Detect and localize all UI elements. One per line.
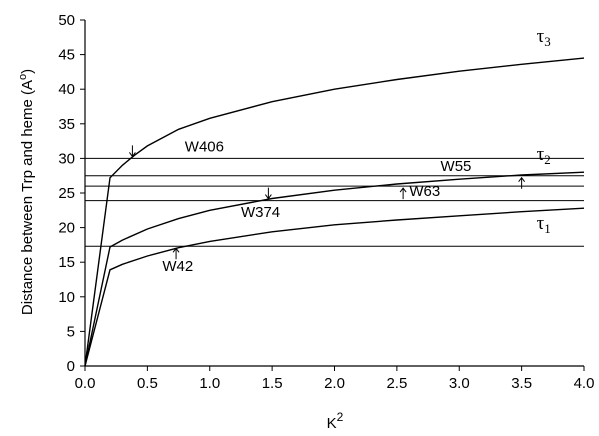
series-curves — [85, 58, 584, 366]
annotation-label-w406: W406 — [185, 138, 224, 155]
y-axis-title: Distance between Trp and heme (Ao) — [17, 69, 36, 315]
annotation-arrow-w55 — [519, 178, 525, 189]
series-label-3: τ3 — [537, 26, 551, 49]
reference-lines — [85, 158, 584, 246]
x-tick-label: 2.0 — [324, 375, 345, 392]
x-tick-label: 3.0 — [449, 375, 470, 392]
series-line-2 — [85, 172, 584, 366]
x-axis-title: K2 — [327, 410, 344, 432]
annotation-arrow-w374 — [265, 188, 271, 199]
y-tick-label: 20 — [58, 220, 75, 237]
annotation-label-w63: W63 — [409, 183, 440, 200]
x-tick-label: 1.5 — [262, 375, 283, 392]
axes: 0.0 0.5 1.0 1.5 2.0 2.5 3.0 3.5 4.0 0 5 10 15 20 25 30 3… — [58, 12, 594, 392]
x-tick-label: 2.5 — [386, 375, 407, 392]
y-tick-label: 50 — [58, 12, 75, 29]
x-tick-label: 4.0 — [574, 375, 595, 392]
y-tick-label: 10 — [58, 289, 75, 306]
x-tick-label: 0.5 — [137, 375, 158, 392]
y-tick-label: 30 — [58, 150, 75, 167]
x-tick-label: 1.0 — [199, 375, 220, 392]
y-tick-label: 5 — [67, 323, 75, 340]
annotation-label-w42: W42 — [162, 258, 193, 275]
annotation-label-w55: W55 — [441, 158, 472, 175]
series-label-1: τ1 — [537, 213, 551, 236]
annotation-label-w374: W374 — [241, 204, 280, 221]
x-tick-label: 3.5 — [511, 375, 532, 392]
y-tick-label: 45 — [58, 47, 75, 64]
series-line-1 — [85, 208, 584, 366]
x-tick-label: 0.0 — [75, 375, 96, 392]
y-tick-label: 0 — [67, 358, 75, 375]
annotation-arrow-w63 — [400, 188, 406, 199]
y-tick-label: 35 — [58, 116, 75, 133]
y-tick-label: 40 — [58, 81, 75, 98]
series-label-2: τ2 — [537, 144, 551, 167]
y-tick-label: 25 — [58, 185, 75, 202]
y-tick-label: 15 — [58, 254, 75, 271]
